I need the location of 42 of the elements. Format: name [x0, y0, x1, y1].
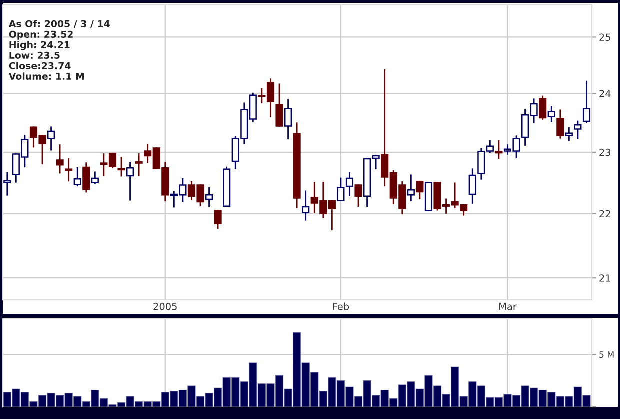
candlestick — [302, 190, 310, 221]
candlestick — [205, 187, 214, 208]
candlestick — [91, 172, 99, 184]
annotation: As Of: 2005 / 3 / 14 — [8, 20, 110, 28]
annotation: Open: 23.52 — [9, 30, 73, 40]
candlestick — [56, 144, 64, 174]
annotation: High: 24.21 — [10, 41, 70, 50]
y-tick-label: 25 — [600, 34, 610, 42]
candlestick — [582, 80, 591, 124]
y-tick-label: 5 M — [600, 352, 614, 358]
annotation: Close:23.74 — [9, 62, 71, 70]
y-tick-label: 21 — [600, 274, 610, 282]
candlestick — [407, 174, 415, 202]
x-tick-label: Mar — [500, 303, 517, 310]
candlestick — [74, 167, 82, 187]
candlestick — [495, 140, 503, 160]
candlestick — [214, 210, 222, 230]
y-tick-label: 24 — [600, 90, 611, 98]
candlestick — [337, 178, 345, 202]
candlestick — [468, 168, 476, 204]
candlestick — [126, 162, 134, 201]
candlestick — [276, 84, 284, 127]
candlestick — [47, 126, 56, 151]
x-tick-label: 2005 — [154, 302, 177, 310]
candlestick — [565, 127, 573, 142]
candlestick — [416, 180, 424, 200]
candlestick — [539, 96, 547, 120]
candlestick — [118, 157, 126, 177]
annotation: Low: 23.5 — [10, 52, 60, 60]
y-tick-label: 22 — [600, 210, 610, 218]
x-tick-label: Feb — [333, 302, 350, 310]
candlestick — [574, 120, 582, 140]
candlestick — [346, 172, 354, 196]
annotation: Volume: 1.1 M — [8, 72, 84, 80]
candlestick — [354, 184, 362, 208]
candlestick — [548, 106, 556, 122]
y-tick-label: 23 — [600, 148, 611, 156]
candlestick — [135, 154, 143, 176]
candlestick — [82, 162, 90, 193]
candlestick — [65, 158, 73, 182]
candlestick — [556, 110, 564, 139]
candlestick — [284, 99, 292, 140]
